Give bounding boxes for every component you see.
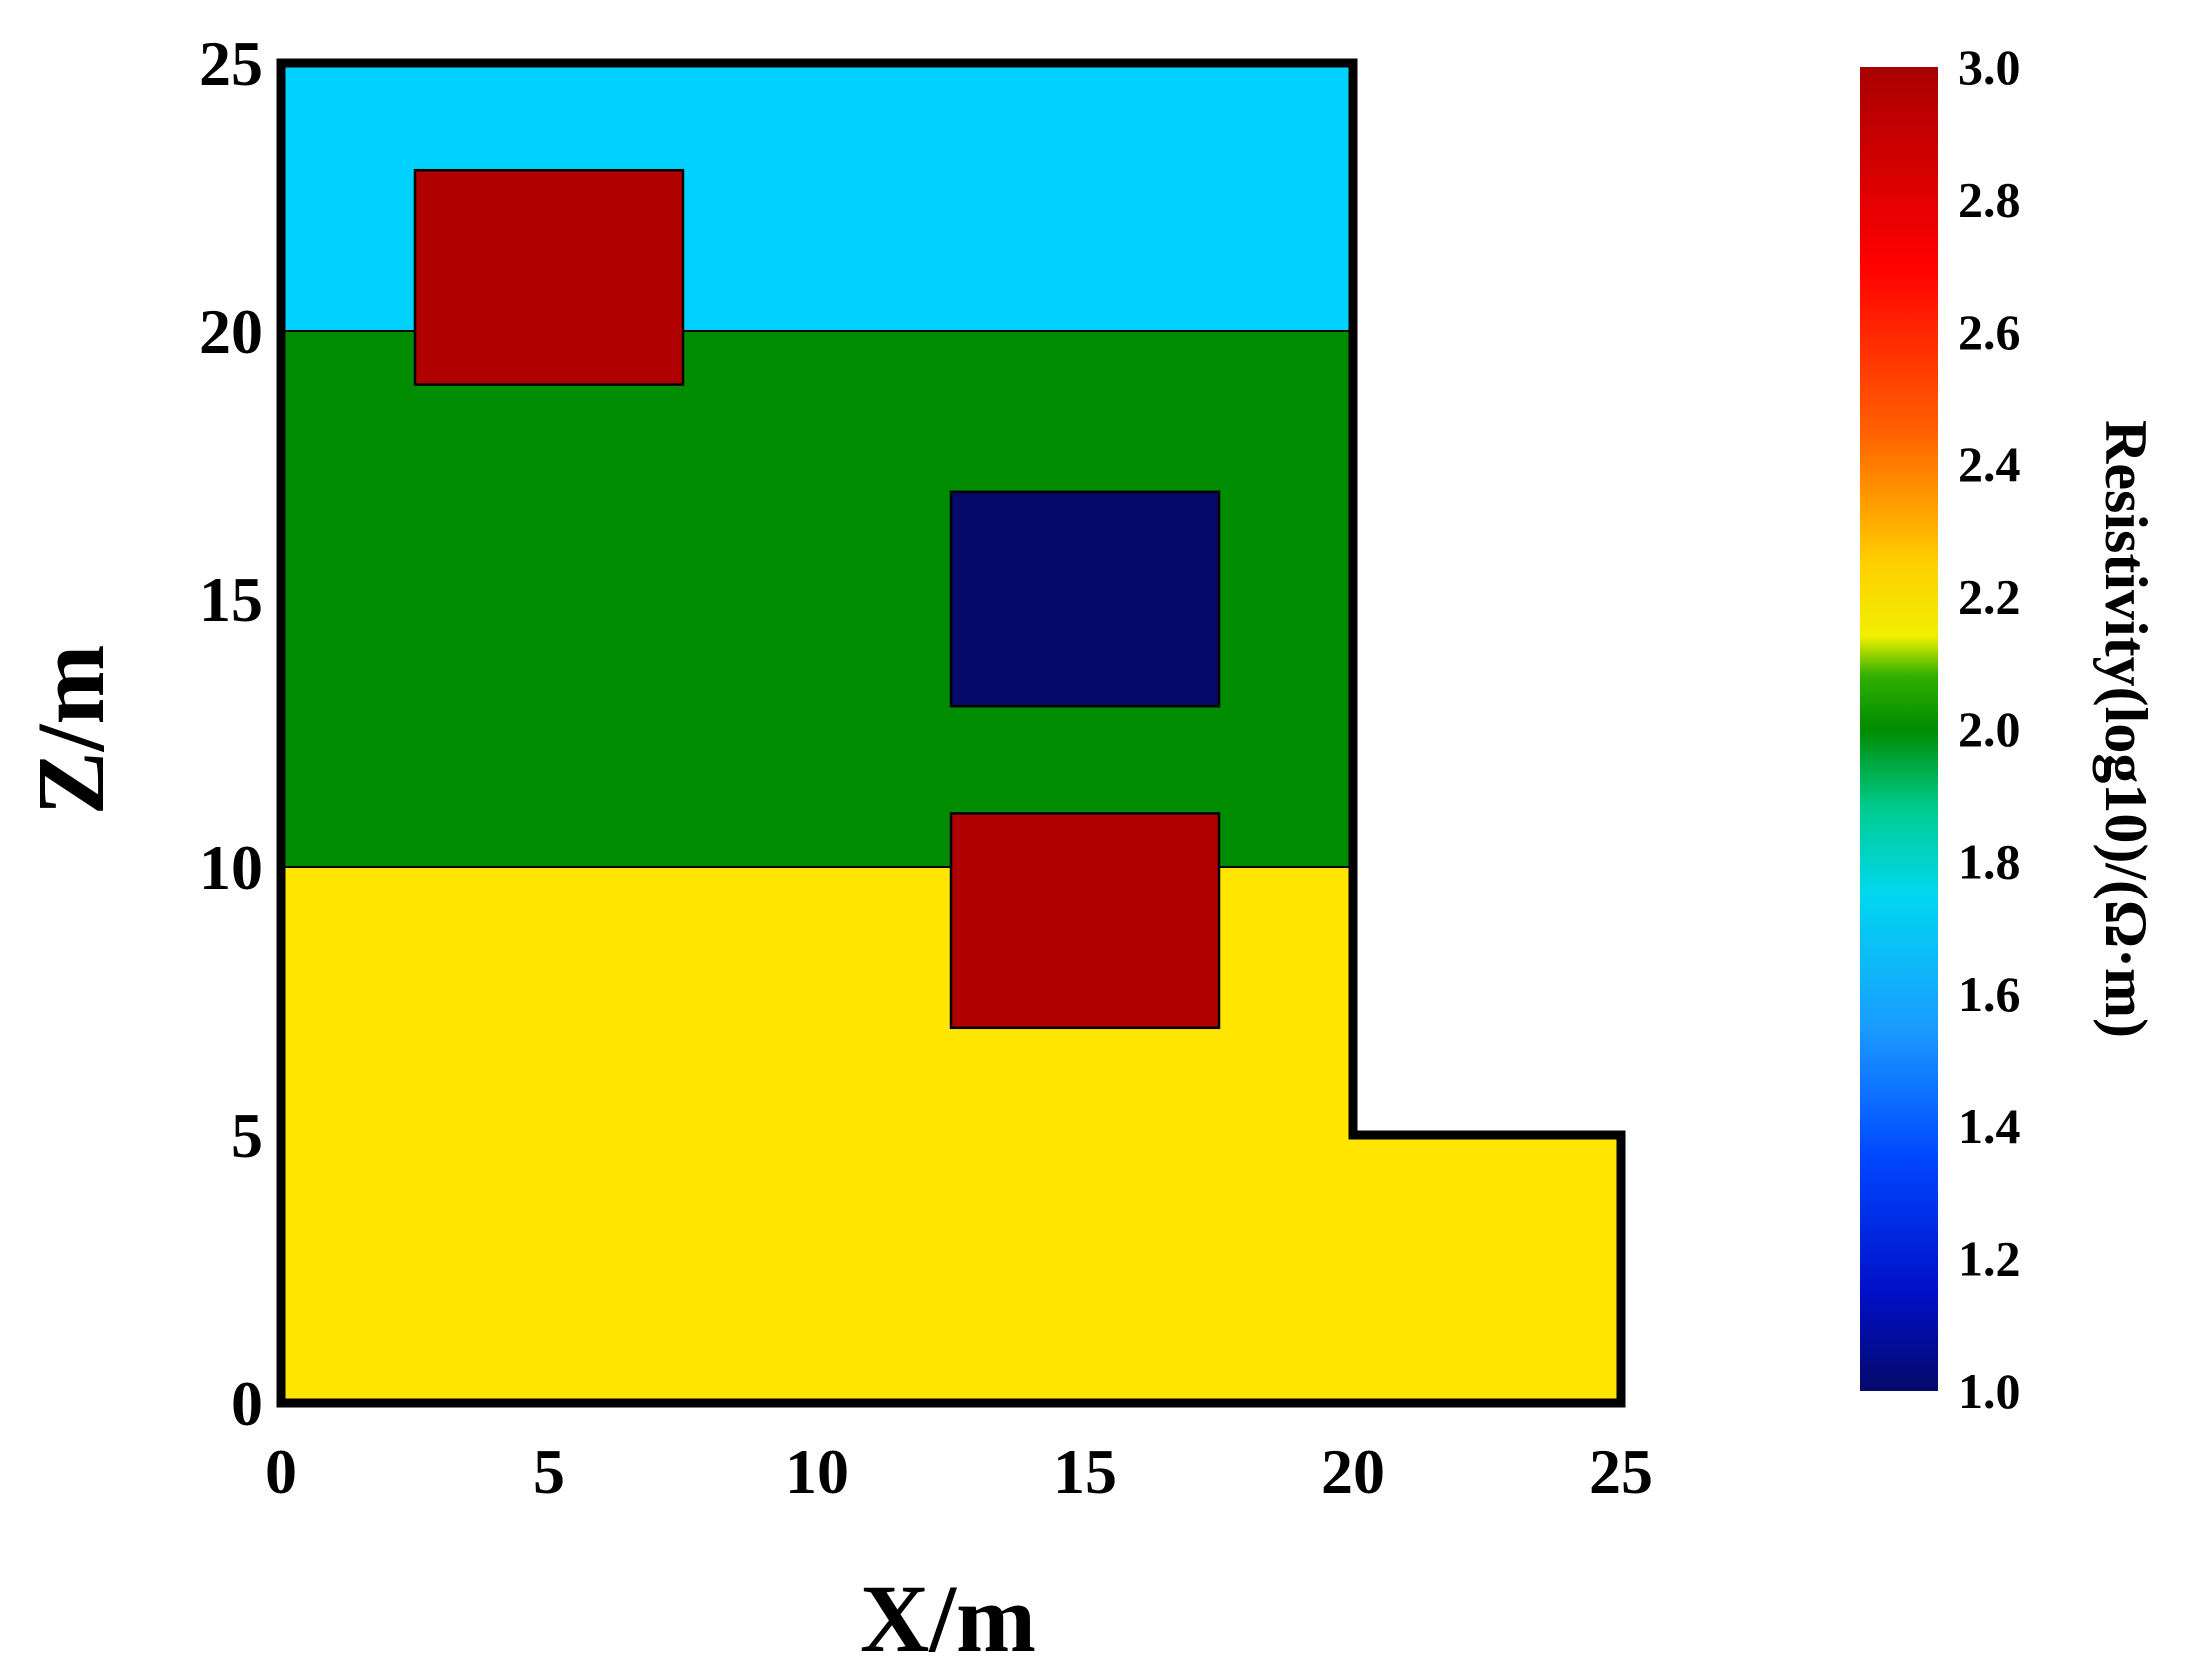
anomaly-block-1 [949,490,1221,708]
colorbar-tick-labels: 1.0 1.2 1.4 1.6 1.8 2.0 2.2 2.4 2.6 2.8 3.0 [1958,39,2021,1419]
colorbar-tick-label: 1.0 [1958,1363,2021,1419]
x-tick-label: 5 [533,1436,565,1507]
layer-3 [281,1135,1621,1403]
colorbar-title: Resistivity(log10)/(Ω·m) [2093,420,2159,1038]
x-tick-label: 0 [265,1436,297,1507]
anomaly-block-2 [949,812,1221,1030]
colorbar-tick-label: 2.4 [1958,436,2021,492]
colorbar-tick-label: 1.8 [1958,833,2021,889]
plot-area [276,58,1626,1408]
colorbar: 1.0 1.2 1.4 1.6 1.8 2.0 2.2 2.4 2.6 2.8 3.0 Resist… [1860,39,2159,1419]
colorbar-tick-label: 2.8 [1958,171,2021,227]
colorbar-tick-label: 2.6 [1958,304,2021,360]
colorbar-tick-label: 1.6 [1958,966,2021,1022]
x-axis-title: X/m [860,1565,1036,1672]
anomaly-block-0 [413,168,685,386]
y-tick-label: 15 [199,564,263,635]
colorbar-tick-label: 3.0 [1958,39,2021,95]
model-outline [276,58,1626,1408]
x-tick-label: 15 [1053,1436,1117,1507]
colorbar-tick-label: 2.0 [1958,701,2021,757]
y-axis-tick-labels: 0 5 10 15 20 25 [199,28,263,1439]
anomalies-group [413,168,1221,1030]
x-tick-label: 10 [785,1436,849,1507]
y-tick-label: 10 [199,832,263,903]
colorbar-tick-label: 1.2 [1958,1231,2021,1287]
colorbar-scale [1860,67,1938,1391]
x-tick-label: 20 [1321,1436,1385,1507]
x-axis-tick-labels: 0 5 10 15 20 25 [265,1436,1653,1507]
x-tick-label: 25 [1589,1436,1653,1507]
y-axis-title: Z/m [17,645,124,816]
y-tick-label: 25 [199,28,263,99]
y-tick-label: 0 [231,1368,263,1439]
y-tick-label: 5 [231,1100,263,1171]
y-tick-label: 20 [199,296,263,367]
colorbar-tick-label: 2.2 [1958,569,2021,625]
colorbar-tick-label: 1.4 [1958,1098,2021,1154]
